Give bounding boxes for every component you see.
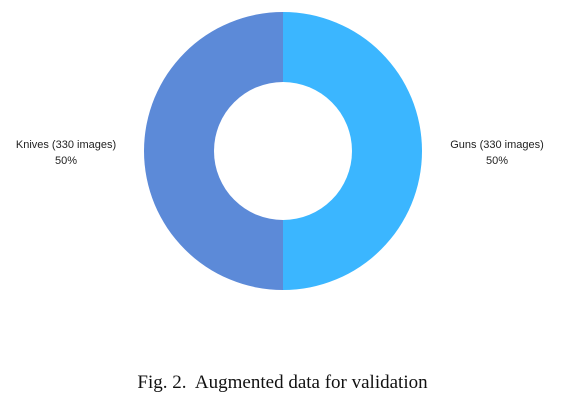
slice-percent-knives: 50% bbox=[55, 155, 77, 167]
slice-percent-guns: 50% bbox=[486, 155, 508, 167]
slice-label-knives: Knives (330 images) bbox=[16, 139, 116, 151]
donut-hole bbox=[214, 82, 352, 220]
donut-chart: Guns (330 images) 50% Knives (330 images) 5… bbox=[16, 12, 544, 290]
slice-labels: Guns (330 images) 50% Knives (330 images) 5… bbox=[16, 139, 544, 167]
figure-caption: Fig. 2. Augmented data for validation bbox=[137, 372, 428, 393]
slice-guns bbox=[283, 12, 422, 290]
slice-knives bbox=[144, 12, 283, 290]
slice-label-guns: Guns (330 images) bbox=[450, 139, 544, 151]
donut-slices bbox=[144, 12, 422, 290]
